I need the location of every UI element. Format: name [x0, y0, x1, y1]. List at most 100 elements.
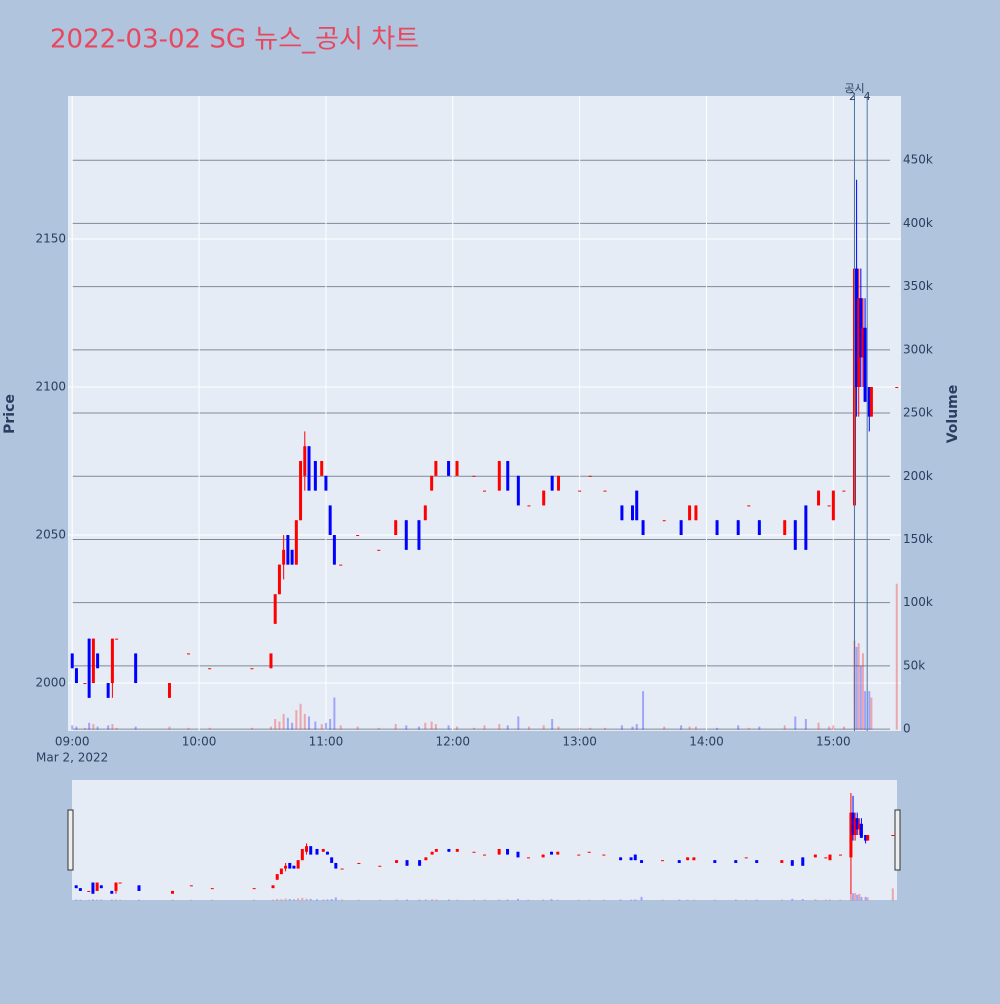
volume-bar — [858, 893, 861, 901]
volume-bar — [96, 899, 99, 901]
volume-bar — [542, 725, 545, 730]
candle-body — [404, 520, 408, 550]
volume-bar — [315, 899, 318, 901]
volume-bar — [79, 899, 82, 901]
volume-bar — [324, 722, 327, 730]
candle-body — [87, 890, 91, 892]
candle-body — [526, 857, 530, 859]
candle-body — [483, 490, 486, 492]
volume-bar — [839, 899, 842, 901]
candle-body — [423, 505, 427, 521]
candle-body — [83, 683, 87, 685]
candle-body — [472, 851, 476, 853]
candle-body — [801, 857, 805, 866]
candle-body — [602, 854, 606, 856]
candle-body — [550, 475, 554, 491]
candle-body — [550, 851, 554, 855]
volume-bar — [272, 899, 275, 901]
volume-bar — [678, 899, 681, 901]
range-slider[interactable] — [72, 780, 897, 900]
range-handle[interactable] — [67, 809, 74, 871]
volume-bar — [114, 899, 117, 901]
candle-body — [542, 490, 546, 506]
candle-body — [430, 851, 434, 855]
candle-body — [273, 594, 277, 624]
volume-bar — [405, 725, 408, 730]
volume-bar — [737, 725, 740, 730]
volume-bar — [854, 893, 857, 901]
candle-body — [377, 549, 381, 551]
candle-body — [783, 520, 787, 536]
candle-body — [635, 490, 639, 521]
volume-bar — [578, 727, 581, 730]
candle-body — [424, 857, 428, 861]
candle-body — [620, 505, 624, 521]
y2-tick-label: 0 — [903, 722, 911, 736]
y2-tick-label: 450k — [903, 153, 933, 167]
candle-body — [864, 834, 868, 841]
x-tick-label: 11:00 — [309, 735, 344, 749]
candle-body — [780, 860, 784, 863]
volume-bar — [856, 894, 859, 901]
candle-body — [339, 564, 343, 566]
candle-body — [455, 461, 459, 476]
candle-body — [734, 860, 738, 863]
volume-bar — [418, 899, 421, 901]
candle-body — [472, 475, 476, 477]
candle-body — [686, 857, 690, 861]
candle-body — [790, 860, 794, 866]
candle-body — [556, 475, 560, 491]
candle-body — [78, 888, 82, 891]
candle-body — [74, 885, 78, 889]
volume-bar — [635, 724, 638, 730]
volume-bar — [356, 726, 359, 730]
candle-body — [299, 461, 303, 521]
candle-body — [110, 638, 114, 684]
volume-bar — [550, 899, 553, 901]
volume-bar — [430, 721, 433, 730]
volume-bar — [291, 722, 294, 730]
volume-bar — [713, 899, 716, 901]
candle-body — [527, 505, 531, 507]
range-handle[interactable] — [894, 809, 901, 871]
volume-bar — [119, 899, 122, 901]
candle-body — [324, 475, 328, 491]
y-tick-label: 2100 — [35, 380, 66, 394]
volume-bar — [83, 727, 86, 730]
volume-bar — [435, 899, 438, 901]
volume-bar — [208, 727, 211, 730]
y2-tick-label: 250k — [903, 406, 933, 420]
volume-bar — [755, 899, 758, 901]
candle-body — [817, 490, 821, 506]
volume-bar — [506, 725, 509, 730]
volume-bar — [692, 899, 695, 901]
volume-bar — [791, 898, 794, 901]
candle-body — [497, 461, 501, 491]
volume-bar — [680, 725, 683, 730]
y2-tick-label: 150k — [903, 532, 933, 546]
volume-bar — [308, 716, 311, 730]
annotation-text: 공시 — [844, 82, 864, 95]
y2-tick-label: 300k — [903, 342, 933, 356]
candle-body — [679, 520, 683, 536]
volume-bar — [168, 726, 171, 730]
candle-body — [418, 860, 422, 866]
candle-body — [187, 653, 191, 655]
candle-body — [506, 848, 510, 855]
candle-body — [715, 520, 719, 536]
candle-body — [447, 848, 451, 852]
volume-bar — [694, 726, 697, 730]
candle-body — [455, 848, 459, 852]
volume-bar — [642, 691, 645, 730]
volume-bar — [309, 898, 312, 901]
candle-body — [395, 860, 399, 863]
volume-bar — [87, 899, 90, 901]
candle-body — [307, 446, 311, 491]
candle-body — [334, 862, 338, 869]
volume-bar — [804, 718, 807, 730]
x-tick-label: 10:00 — [182, 735, 217, 749]
volume-bar — [115, 727, 118, 730]
volume-bar — [686, 899, 689, 901]
volume-bar — [96, 726, 99, 730]
volume-bar — [828, 899, 831, 901]
